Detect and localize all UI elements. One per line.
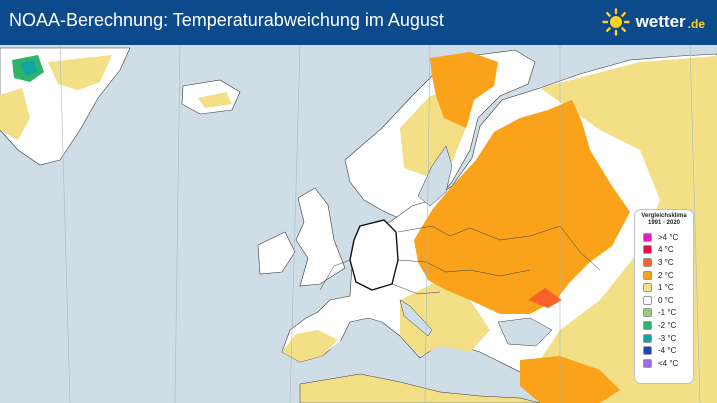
anomaly-3-spot (528, 288, 562, 308)
graticule (59, 45, 701, 403)
legend-swatch (643, 333, 652, 343)
legend-item: <4 °C (643, 357, 693, 370)
anomaly-2-main (414, 100, 630, 314)
legend-item: -1 °C (643, 307, 693, 320)
legend-item: >4 °C (643, 231, 693, 244)
legend-swatch (643, 232, 652, 242)
legend-label: 1 °C (658, 283, 674, 293)
legend-swatch (643, 283, 652, 293)
legend-label: -3 °C (658, 333, 677, 343)
adriatic-sea (399, 299, 433, 337)
legend-swatch (643, 308, 652, 318)
anomaly-2-south (520, 356, 620, 403)
legend-title: Vergleichsklima 1991 - 2020 (641, 213, 687, 226)
legend-items: >4 °C 4 °C 3 °C 2 °C 1 °C 0 °C -1 °C -2 °C -3 °C… (635, 231, 693, 370)
country-borders (319, 225, 601, 295)
anomaly-map (0, 45, 717, 403)
north-africa (299, 373, 541, 403)
legend-item: 0 °C (643, 294, 693, 307)
map-legend: Vergleichsklima 1991 - 2020 >4 °C 4 °C 3 °… (635, 210, 693, 383)
page-title: NOAA-Berechnung: Temperaturabweichung im… (9, 10, 444, 30)
great-britain (295, 187, 346, 287)
legend-swatch (643, 245, 652, 255)
legend-swatch (643, 320, 652, 330)
legend-label: 0 °C (658, 295, 674, 305)
sun-icon (601, 8, 630, 36)
baltic-sea (417, 145, 453, 207)
legend-swatch (643, 295, 652, 305)
ireland (257, 231, 296, 275)
anomaly-1-iberia (282, 330, 338, 362)
legend-label: -2 °C (658, 320, 677, 330)
legend-label: 3 °C (658, 257, 674, 267)
iceland-warm (198, 92, 232, 108)
legend-item: 4 °C (643, 244, 693, 257)
legend-item: 3 °C (643, 256, 693, 269)
scandinavia-hot (430, 52, 498, 128)
legend-label: 4 °C (658, 245, 674, 255)
greenland-warm-1 (48, 55, 112, 90)
legend-swatch (643, 257, 652, 267)
greenland-warm-2 (0, 88, 30, 140)
legend-label: <4 °C (658, 358, 679, 368)
legend-swatch (643, 358, 652, 368)
legend-label: -4 °C (658, 346, 677, 356)
greenland-colder (20, 60, 37, 76)
germany-outline (349, 219, 399, 291)
legend-label: -1 °C (658, 308, 677, 318)
legend-swatch (643, 346, 652, 356)
legend-item: -4 °C (643, 344, 693, 357)
legend-swatch (643, 270, 652, 280)
brand-logo[interactable]: wetter .de (601, 8, 705, 36)
legend-item: 2 °C (643, 269, 693, 282)
legend-item: -2 °C (643, 319, 693, 332)
brand-tld: .de (687, 17, 705, 31)
black-sea (497, 317, 553, 347)
legend-label: 2 °C (658, 270, 674, 280)
header-bar: NOAA-Berechnung: Temperaturabweichung im… (0, 0, 717, 45)
anomaly-1-balkan (400, 280, 490, 356)
brand-name: wetter (635, 12, 686, 31)
legend-item: 1 °C (643, 281, 693, 294)
legend-label: >4 °C (658, 232, 679, 242)
legend-item: -3 °C (643, 332, 693, 345)
